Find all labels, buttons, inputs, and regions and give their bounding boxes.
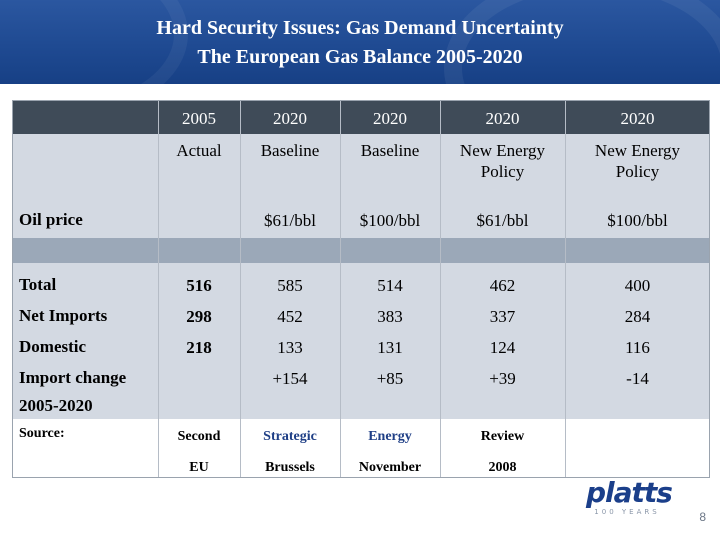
table-cell: 131 bbox=[377, 338, 403, 357]
source-text: EU bbox=[189, 460, 209, 475]
table-cell: 124 bbox=[489, 338, 516, 357]
year-header: 2020 bbox=[620, 109, 655, 128]
row-label-import-change-period: 2005-2020 bbox=[19, 396, 93, 415]
source-text: 2008 bbox=[488, 460, 517, 475]
table-cell: 514 bbox=[377, 276, 403, 295]
scenario-header: Baseline bbox=[260, 141, 320, 160]
year-header: 2005 bbox=[182, 109, 216, 128]
logo-wordmark: platts bbox=[586, 476, 673, 509]
table-cell: +85 bbox=[376, 369, 404, 388]
platts-logo: platts 100 YEARS bbox=[586, 476, 673, 520]
table-cell: 585 bbox=[277, 276, 303, 295]
column-divider bbox=[240, 100, 241, 478]
table-cell: 218 bbox=[186, 338, 212, 357]
oil-price-value: $100/bbl bbox=[607, 211, 668, 230]
slide-header: Hard Security Issues: Gas Demand Uncerta… bbox=[0, 0, 720, 84]
scenario-header: New Energy Policy bbox=[459, 141, 546, 181]
table-cell: 462 bbox=[489, 276, 516, 295]
column-divider bbox=[340, 100, 341, 478]
source-label: Source: bbox=[19, 426, 65, 441]
source-text: Energy bbox=[368, 429, 412, 444]
scenario-header: Baseline bbox=[360, 141, 420, 160]
row-label-net-imports: Net Imports bbox=[19, 306, 108, 325]
year-header-band bbox=[12, 100, 710, 134]
column-divider bbox=[158, 100, 159, 478]
row-label-total: Total bbox=[19, 275, 57, 294]
oil-price-label: Oil price bbox=[19, 210, 83, 229]
year-header: 2020 bbox=[485, 109, 520, 128]
spacer-band bbox=[12, 238, 710, 263]
row-label-domestic: Domestic bbox=[19, 337, 87, 356]
table-cell: +154 bbox=[272, 369, 308, 388]
source-text: November bbox=[358, 460, 422, 475]
column-divider bbox=[565, 100, 566, 478]
column-divider bbox=[440, 100, 441, 478]
table-cell: 400 bbox=[624, 276, 651, 295]
oil-price-band bbox=[12, 198, 710, 238]
oil-price-value: $100/bbl bbox=[359, 211, 421, 230]
oil-price-value: $61/bbl bbox=[476, 211, 529, 230]
scenario-header: Actual bbox=[176, 141, 222, 160]
slide-title-line-2: The European Gas Balance 2005-2020 bbox=[197, 46, 523, 68]
page-number: 8 bbox=[699, 510, 706, 524]
table-frame bbox=[12, 100, 710, 478]
table-cell: 298 bbox=[186, 307, 212, 326]
row-label-import-change: Import change bbox=[19, 368, 127, 387]
source-text: Strategic bbox=[263, 429, 317, 444]
source-text: Review bbox=[480, 429, 525, 444]
table-cell: +39 bbox=[489, 369, 516, 388]
slide-title-line-1: Hard Security Issues: Gas Demand Uncerta… bbox=[156, 17, 564, 39]
source-text: Second bbox=[177, 429, 221, 444]
table-cell: 116 bbox=[625, 338, 650, 357]
table-cell: 452 bbox=[277, 307, 303, 326]
table-cell: -14 bbox=[626, 369, 649, 388]
oil-price-value: $61/bbl bbox=[264, 211, 316, 230]
table-cell: 337 bbox=[489, 307, 516, 326]
scenario-header: New Energy Policy bbox=[594, 141, 681, 181]
table-cell: 383 bbox=[377, 307, 403, 326]
source-band bbox=[12, 419, 710, 478]
header-watermark bbox=[0, 0, 188, 84]
table-cell: 284 bbox=[624, 307, 651, 326]
table-cell: 133 bbox=[277, 338, 303, 357]
scenario-band bbox=[12, 134, 710, 198]
source-text: Brussels bbox=[265, 460, 315, 475]
header-watermark bbox=[444, 0, 720, 84]
logo-tagline: 100 YEARS bbox=[594, 508, 660, 516]
year-header: 2020 bbox=[273, 109, 307, 128]
data-band bbox=[12, 263, 710, 419]
year-header: 2020 bbox=[373, 109, 407, 128]
table-cell: 516 bbox=[186, 276, 212, 295]
